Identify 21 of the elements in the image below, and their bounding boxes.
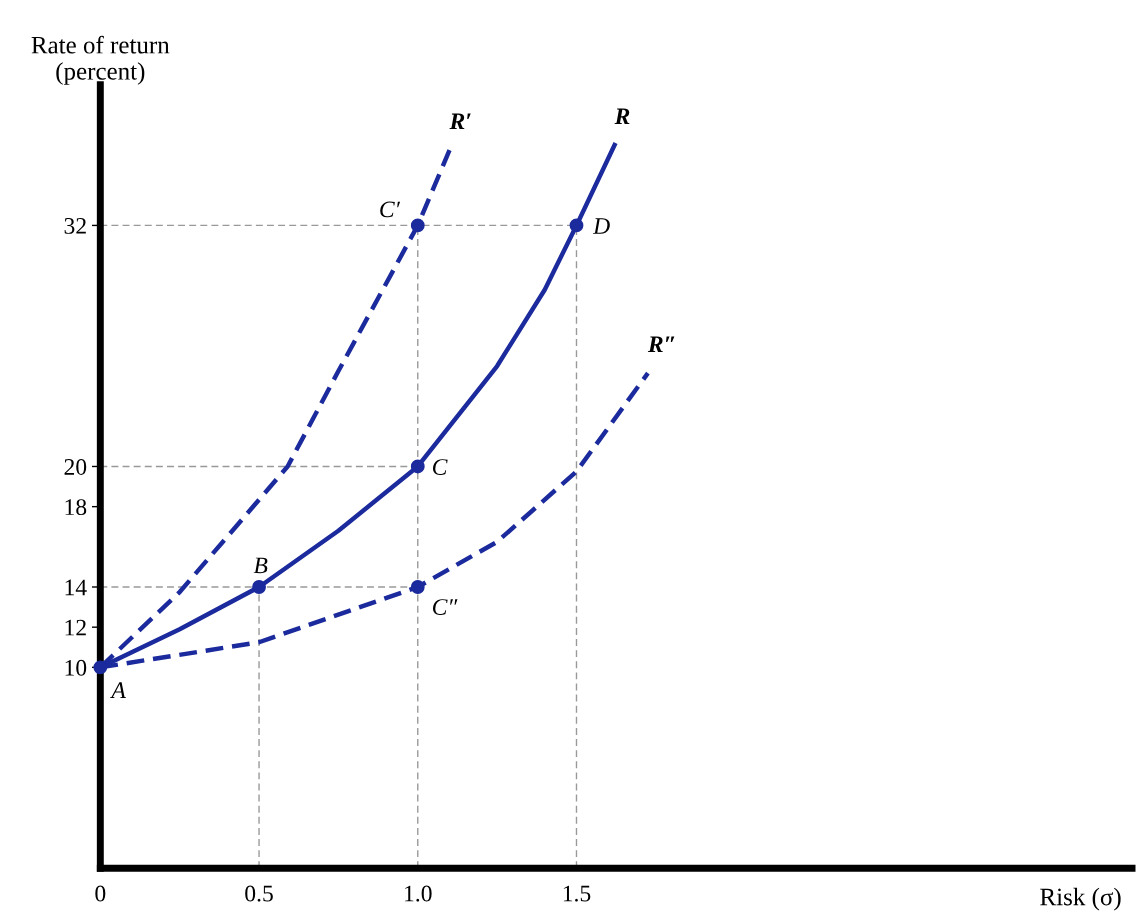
series-label: R′ [449,113,471,129]
x-tick-label: 0 [95,885,106,902]
y-tick-label: 20 [64,458,87,475]
y-tick-label: 14 [65,579,87,596]
x-tick-label: 1.0 [405,885,432,902]
x-tick-label: 0.5 [245,885,273,902]
annotation: A [110,682,126,698]
y-tick-label: 32 [64,217,86,234]
annotation: D [592,218,610,234]
annotation: C [432,459,448,476]
y-tick-label: 10 [65,659,87,676]
y-tick-label: 18 [65,499,87,516]
annotation: B [253,557,268,574]
x-tick-label: 1.5 [563,885,591,902]
y-axis-title: Rate of return (percent) [31,35,170,85]
series-label: R [614,108,630,124]
y-tick-label: 12 [65,619,86,636]
annotation: C′ [380,201,401,218]
x-axis-title: Risk (σ) [1040,887,1121,911]
annotation: C″ [432,599,458,615]
series-label: R″ [647,336,675,352]
